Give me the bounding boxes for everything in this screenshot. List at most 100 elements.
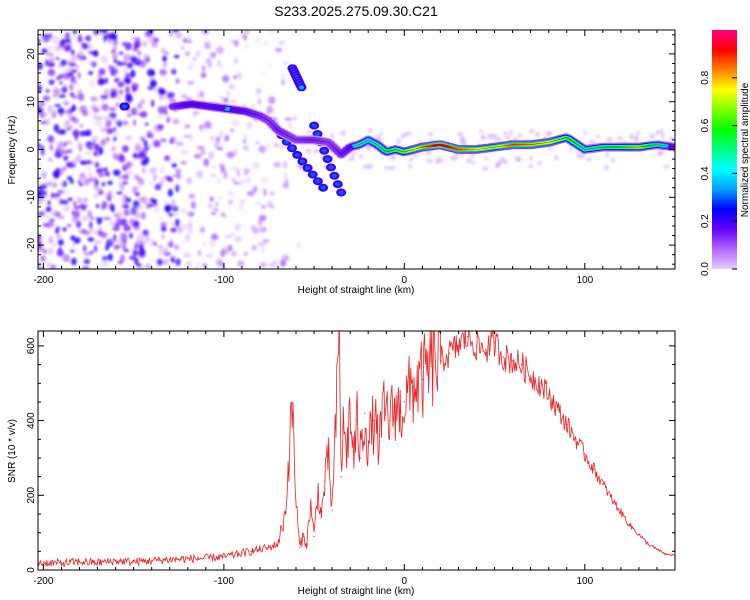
- noise-speckle: [65, 32, 70, 38]
- noise-speckle: [240, 178, 246, 185]
- feature-arc-segment: [287, 64, 307, 92]
- noise-speckle: [89, 80, 95, 88]
- snr-data-point: [353, 457, 355, 459]
- noise-speckle: [203, 40, 211, 45]
- noise-speckle: [480, 134, 485, 139]
- noise-speckle: [90, 135, 99, 142]
- noise-speckle: [77, 71, 81, 79]
- noise-speckle: [112, 226, 120, 232]
- noise-speckle: [70, 235, 76, 242]
- snr-data-point: [412, 386, 414, 388]
- noise-speckle: [425, 149, 432, 155]
- noise-speckle: [58, 249, 64, 256]
- noise-speckle: [154, 183, 162, 191]
- noise-speckle: [487, 133, 494, 140]
- noise-speckle: [219, 196, 223, 201]
- noise-speckle: [79, 203, 86, 209]
- snr-series-line: [38, 331, 675, 568]
- noise-speckle: [220, 212, 227, 218]
- noise-speckle: [296, 241, 302, 249]
- noise-speckle: [44, 214, 52, 220]
- colorbar-tick-label: 0.0: [700, 262, 711, 276]
- noise-speckle: [172, 212, 179, 216]
- colorbar-ticks: 0.0 0.2 0.4 0.6 0.8: [700, 70, 737, 276]
- noise-speckle: [137, 103, 143, 110]
- noise-speckle: [273, 161, 282, 168]
- noise-speckle: [113, 213, 120, 218]
- noise-speckle: [62, 110, 70, 115]
- snr-data-point: [299, 547, 301, 549]
- noise-speckle: [118, 240, 124, 248]
- noise-speckle: [60, 38, 67, 45]
- noise-speckle: [175, 218, 180, 227]
- noise-speckle: [59, 80, 63, 85]
- noise-speckle: [45, 38, 53, 42]
- noise-speckle: [236, 168, 241, 177]
- noise-speckle: [216, 146, 224, 151]
- noise-speckle: [151, 40, 158, 49]
- noise-speckle: [224, 134, 230, 142]
- noise-speckle: [104, 88, 110, 96]
- noise-speckle: [142, 167, 146, 174]
- snr-data-point: [466, 336, 469, 338]
- noise-speckle: [629, 134, 634, 140]
- noise-speckle: [243, 167, 249, 176]
- noise-speckle: [169, 204, 173, 209]
- noise-speckle: [38, 84, 42, 91]
- noise-speckle: [163, 200, 169, 205]
- noise-speckle: [162, 62, 168, 68]
- noise-speckle: [108, 65, 113, 72]
- noise-speckle: [132, 86, 136, 93]
- noise-speckle: [198, 250, 201, 257]
- noise-speckle: [52, 35, 59, 44]
- noise-speckle: [161, 233, 165, 240]
- noise-speckle: [136, 177, 142, 182]
- noise-speckle: [162, 55, 168, 62]
- noise-speckle: [52, 193, 61, 198]
- noise-speckle: [396, 138, 401, 145]
- noise-speckle: [154, 207, 160, 213]
- noise-speckle: [616, 136, 624, 140]
- noise-speckle: [125, 79, 131, 85]
- noise-speckle: [38, 199, 44, 204]
- noise-speckle: [171, 244, 179, 249]
- noise-speckle: [61, 206, 65, 211]
- spectrogram-y-label: Frequency (Hz): [7, 116, 18, 185]
- noise-speckle: [53, 124, 60, 132]
- noise-speckle: [163, 51, 170, 56]
- noise-speckle: [123, 54, 131, 62]
- snr-data-point: [457, 345, 460, 347]
- feature-blob-core: [305, 166, 311, 170]
- noise-speckle: [494, 136, 502, 141]
- noise-speckle: [70, 34, 77, 42]
- noise-speckle: [281, 79, 285, 86]
- noise-speckle: [554, 155, 559, 161]
- noise-speckle: [427, 132, 434, 137]
- snr-data-point: [503, 356, 505, 358]
- noise-speckle: [158, 89, 166, 95]
- noise-speckle: [133, 119, 137, 126]
- noise-speckle: [63, 155, 69, 161]
- noise-speckle: [71, 215, 79, 224]
- noise-speckle: [268, 62, 272, 69]
- noise-speckle: [143, 149, 148, 155]
- snr-frame: [37, 330, 676, 571]
- snr-data-point: [647, 543, 649, 545]
- noise-speckle: [38, 102, 46, 107]
- snr-data-point: [378, 442, 380, 444]
- noise-speckle: [237, 260, 245, 267]
- noise-speckle: [514, 156, 521, 162]
- noise-speckle: [151, 202, 159, 208]
- noise-speckle: [252, 185, 258, 193]
- noise-speckle: [156, 245, 164, 249]
- noise-speckle: [44, 137, 52, 142]
- snr-data-point: [389, 420, 391, 422]
- snr-data-point: [584, 453, 586, 455]
- noise-speckle: [48, 236, 54, 244]
- noise-speckle: [283, 61, 289, 65]
- noise-speckle: [293, 116, 297, 121]
- noise-speckle: [89, 221, 93, 230]
- snr-x-label: Height of straight line (km): [298, 586, 415, 597]
- noise-speckle: [211, 233, 218, 241]
- noise-speckle: [267, 30, 273, 34]
